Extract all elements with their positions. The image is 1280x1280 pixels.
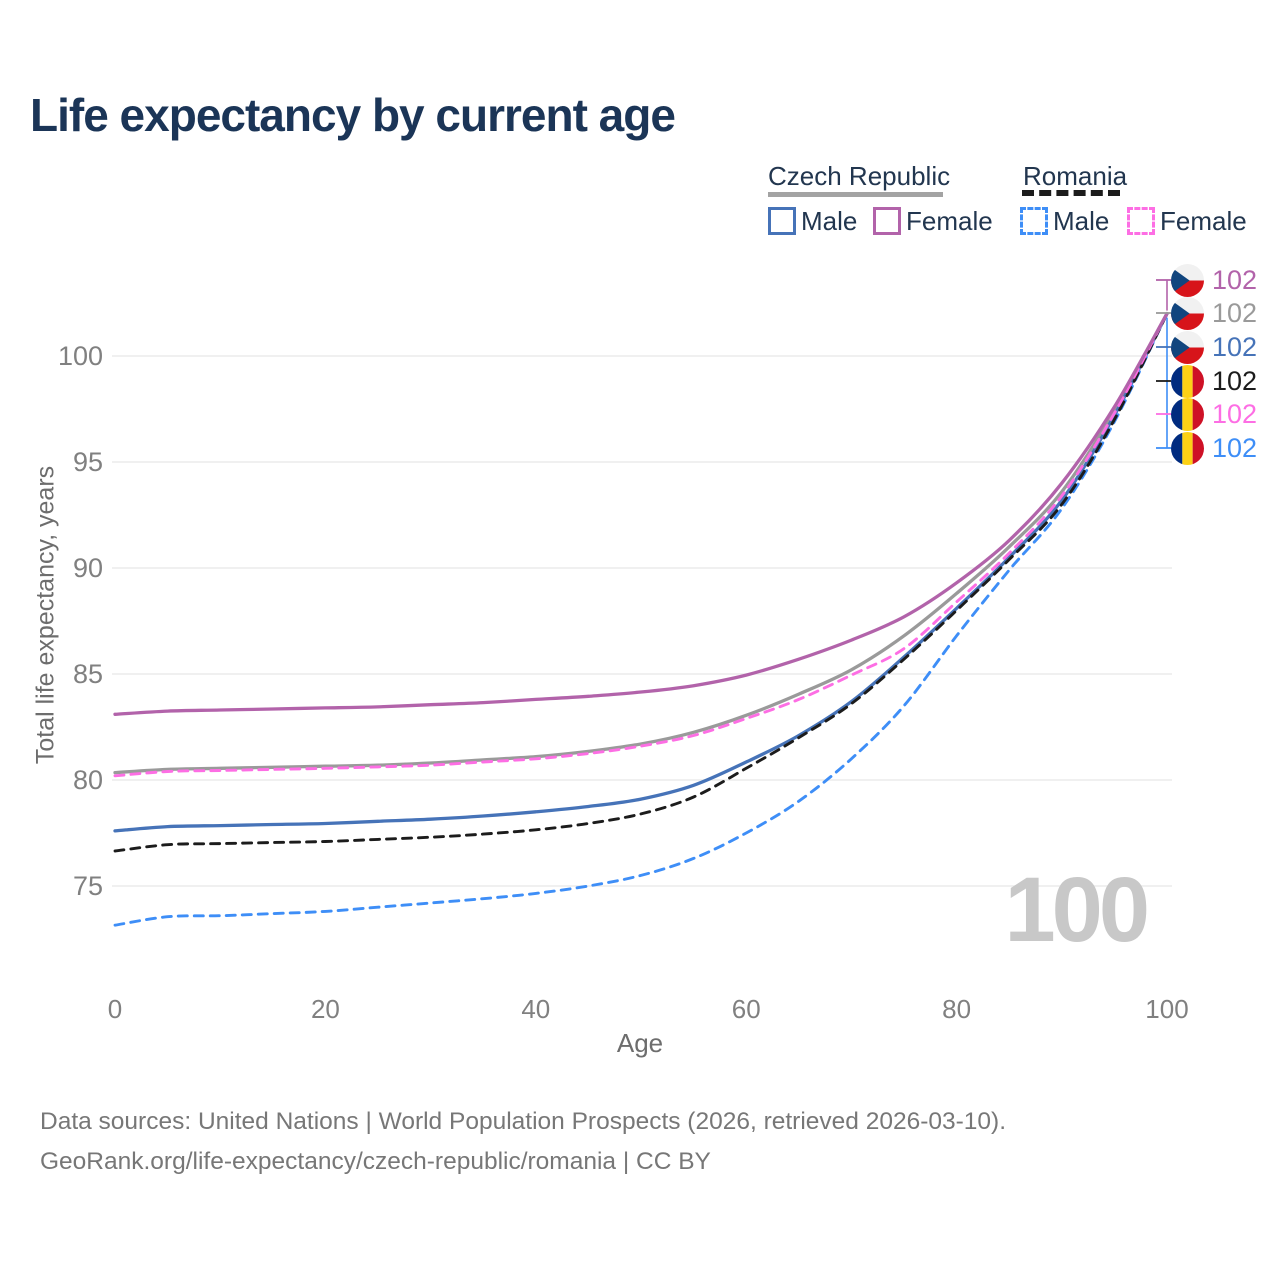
- end-label-value: 102: [1212, 365, 1258, 396]
- y-tick-label: 90: [73, 553, 103, 583]
- x-axis-title: Age: [616, 1028, 664, 1058]
- end-label-4: 102: [1171, 396, 1257, 432]
- end-label-value: 102: [1212, 432, 1258, 463]
- current-age-watermark: 100: [1004, 859, 1151, 961]
- end-label-1: 102: [1171, 295, 1257, 331]
- end-label-value: 102: [1212, 297, 1258, 328]
- y-tick-label: 100: [58, 341, 103, 371]
- page-title: Life expectancy by current age: [30, 89, 676, 141]
- czech-flag-icon: [1171, 296, 1204, 330]
- series-line-romania-all: [113, 312, 1169, 853]
- y-tick-label: 95: [73, 447, 103, 477]
- romania-flag-icon: [1171, 364, 1204, 398]
- czech-female-swatch[interactable]: [873, 207, 901, 235]
- data-sources-text: Data sources: United Nations | World Pop…: [40, 1108, 1007, 1135]
- x-tick-label: 60: [732, 994, 761, 1024]
- y-tick-label: 80: [73, 765, 103, 795]
- series-line-romania-male: [113, 312, 1169, 927]
- czech-all-line-swatch[interactable]: [768, 192, 943, 197]
- x-tick-label: 40: [521, 994, 550, 1024]
- czech-male-swatch[interactable]: [768, 207, 796, 235]
- end-label-5: 102: [1171, 430, 1257, 466]
- y-tick-label: 85: [73, 659, 103, 689]
- end-label-3: 102: [1171, 363, 1257, 399]
- series-line-romania-female: [113, 312, 1169, 778]
- czech-flag-icon: [1171, 263, 1204, 297]
- x-tick-label: 100: [1145, 994, 1188, 1024]
- series-line-czech-republic-female: [113, 311, 1169, 716]
- end-label-0: 102: [1171, 262, 1257, 298]
- legend-group-romania[interactable]: Romania: [1023, 161, 1128, 191]
- y-tick-label: 75: [73, 871, 103, 901]
- legend-item-czech-female[interactable]: Female: [906, 206, 993, 236]
- romania-male-swatch[interactable]: [1020, 207, 1048, 235]
- legend-item-czech-male[interactable]: Male: [801, 206, 858, 236]
- legend-item-romania-male[interactable]: Male: [1053, 206, 1110, 236]
- x-tick-label: 80: [942, 994, 971, 1024]
- legend-item-romania-female[interactable]: Female: [1160, 206, 1247, 236]
- y-axis-title: Total life expectancy, years: [31, 465, 60, 765]
- end-label-value: 102: [1212, 331, 1258, 362]
- romania-female-swatch[interactable]: [1127, 207, 1155, 235]
- end-label-2: 102: [1171, 329, 1257, 365]
- series-line-czech-republic-male: [113, 311, 1169, 833]
- end-label-value: 102: [1212, 264, 1258, 295]
- series-line-czech-republic-all: [113, 311, 1169, 775]
- x-tick-label: 20: [311, 994, 340, 1024]
- x-tick-label: 0: [108, 994, 122, 1024]
- czech-flag-icon: [1171, 330, 1204, 364]
- end-label-value: 102: [1212, 398, 1258, 429]
- romania-all-line-swatch[interactable]: [1022, 190, 1120, 196]
- attribution-link-text: GeoRank.org/life-expectancy/czech-republ…: [40, 1148, 711, 1175]
- legend-group-czech-republic[interactable]: Czech Republic: [768, 161, 951, 191]
- romania-flag-icon: [1171, 431, 1204, 465]
- romania-flag-icon: [1171, 397, 1204, 431]
